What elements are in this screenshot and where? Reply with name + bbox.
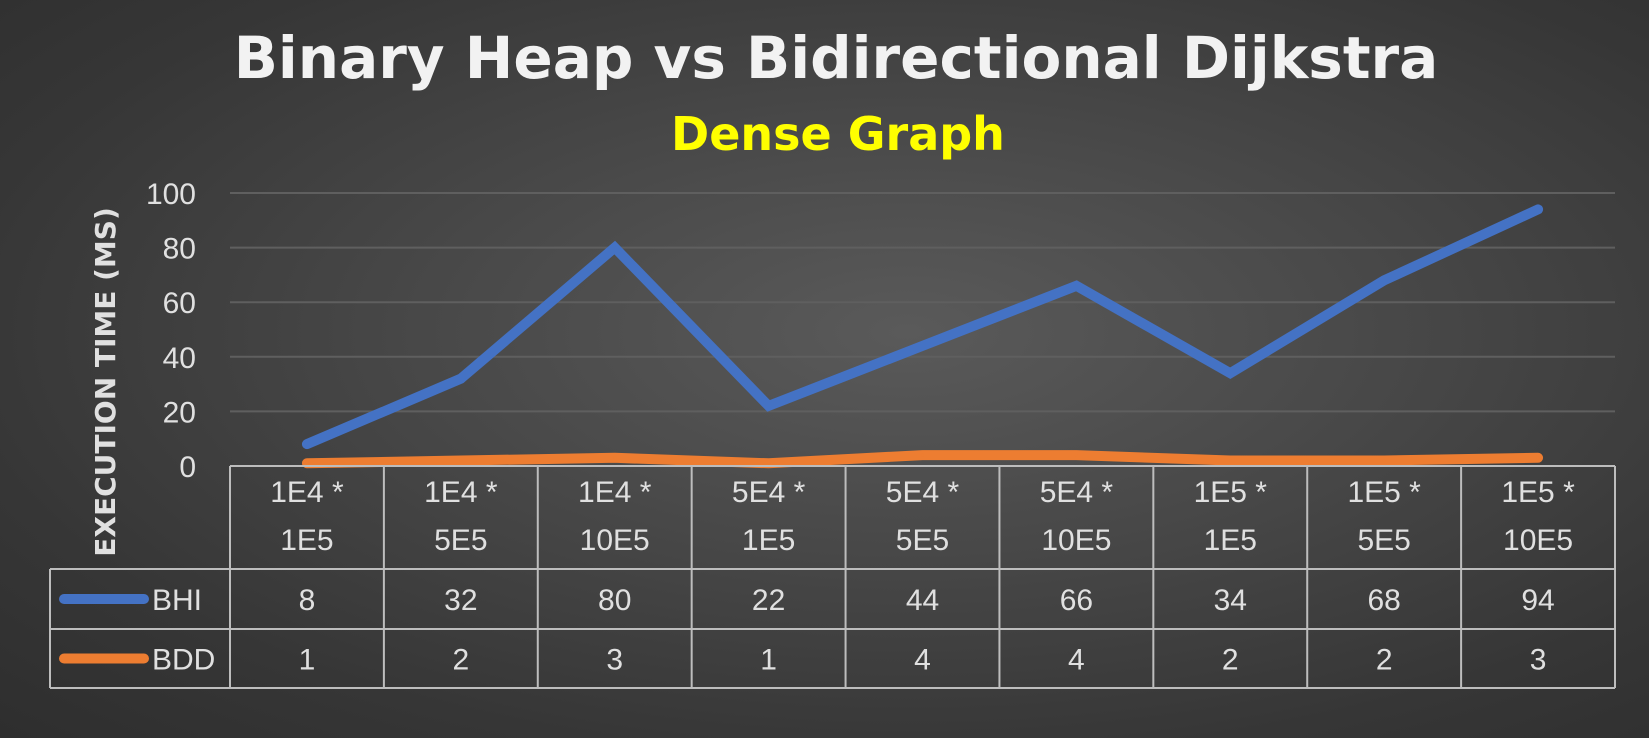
data-point-bdd (1074, 453, 1078, 457)
legend-label-bdd: BDD (152, 644, 215, 677)
x-category-label: 1E5 * (1501, 476, 1575, 509)
x-category-label: 5E5 (1357, 524, 1410, 557)
y-tick-label: 60 (163, 287, 196, 320)
y-axis-ticks: 0 20 40 60 80 100 (146, 178, 196, 484)
y-tick-label: 100 (146, 178, 196, 211)
x-category-label: 1E5 * (1347, 476, 1421, 509)
x-category-label: 5E5 (896, 524, 949, 557)
data-point-bdd (459, 459, 463, 463)
data-table-value: 94 (1521, 584, 1554, 617)
x-category-label: 1E4 * (270, 476, 344, 509)
data-table-value: 3 (606, 644, 623, 677)
x-category-label: 1E5 (1204, 524, 1257, 557)
data-point-bdd (1382, 459, 1386, 463)
chart-title: Binary Heap vs Bidirectional Dijkstra (234, 24, 1439, 92)
series-line-bhi (301, 204, 1544, 450)
y-tick-label: 20 (163, 396, 196, 429)
data-point-bdd (613, 456, 617, 460)
data-table-value: 32 (444, 584, 477, 617)
y-tick-label: 0 (179, 451, 196, 484)
x-category-label: 5E4 * (1040, 476, 1114, 509)
data-point-bdd (767, 461, 771, 465)
data-table-value: 1 (299, 644, 316, 677)
data-point-bdd (1228, 459, 1232, 463)
x-category-label: 10E5 (1503, 524, 1573, 557)
data-point-bdd (921, 453, 924, 457)
data-point-bhi (1228, 371, 1232, 375)
y-tick-label: 40 (163, 342, 196, 375)
data-table-value: 2 (1222, 644, 1239, 677)
data-table-value: 22 (752, 584, 785, 617)
data-table-value: 4 (1068, 644, 1085, 677)
data-table-value: 3 (1530, 644, 1547, 677)
x-category-label: 1E5 * (1194, 476, 1268, 509)
x-category-label: 10E5 (1041, 524, 1111, 557)
data-point-bhi (305, 442, 309, 446)
data-point-bhi (1074, 284, 1078, 288)
x-category-label: 10E5 (580, 524, 650, 557)
legend-label-bhi: BHI (152, 584, 202, 617)
data-table-value: 1 (760, 644, 777, 677)
y-axis-label: EXECUTION TIME (MS) (89, 207, 122, 557)
data-point-bdd (305, 461, 309, 465)
data-point-bhi (1536, 207, 1540, 211)
gridlines (230, 192, 1615, 413)
data-point-bhi (921, 344, 924, 348)
data-table-value: 44 (906, 584, 939, 617)
x-category-label: 1E4 * (424, 476, 498, 509)
data-point-bhi (1382, 278, 1386, 282)
data-table-value: 2 (1376, 644, 1393, 677)
x-category-label: 1E4 * (578, 476, 652, 509)
data-table-value: 80 (598, 584, 631, 617)
x-category-label: 5E5 (434, 524, 487, 557)
data-table: 1E4 * 1E5 1E4 * 5E5 1E4 * 10E5 5E4 * 1E5 5E4 * 5E… (49, 465, 1616, 689)
data-point-bhi (459, 377, 463, 381)
x-category-label: 5E4 * (886, 476, 960, 509)
x-category-label: 1E5 (742, 524, 795, 557)
data-table-value: 68 (1367, 584, 1400, 617)
data-point-bdd (1536, 456, 1540, 460)
x-category-label: 1E5 (280, 524, 333, 557)
data-point-bhi (767, 404, 771, 408)
data-point-bhi (613, 246, 617, 250)
series-lines (301, 204, 1544, 469)
x-category-label: 5E4 * (732, 476, 806, 509)
data-table-value: 2 (452, 644, 469, 677)
y-tick-label: 80 (163, 233, 196, 266)
data-table-value: 8 (299, 584, 316, 617)
data-table-value: 66 (1060, 584, 1093, 617)
data-table-value: 34 (1214, 584, 1247, 617)
chart-subtitle: Dense Graph (671, 107, 1005, 161)
data-table-value: 4 (914, 644, 931, 677)
